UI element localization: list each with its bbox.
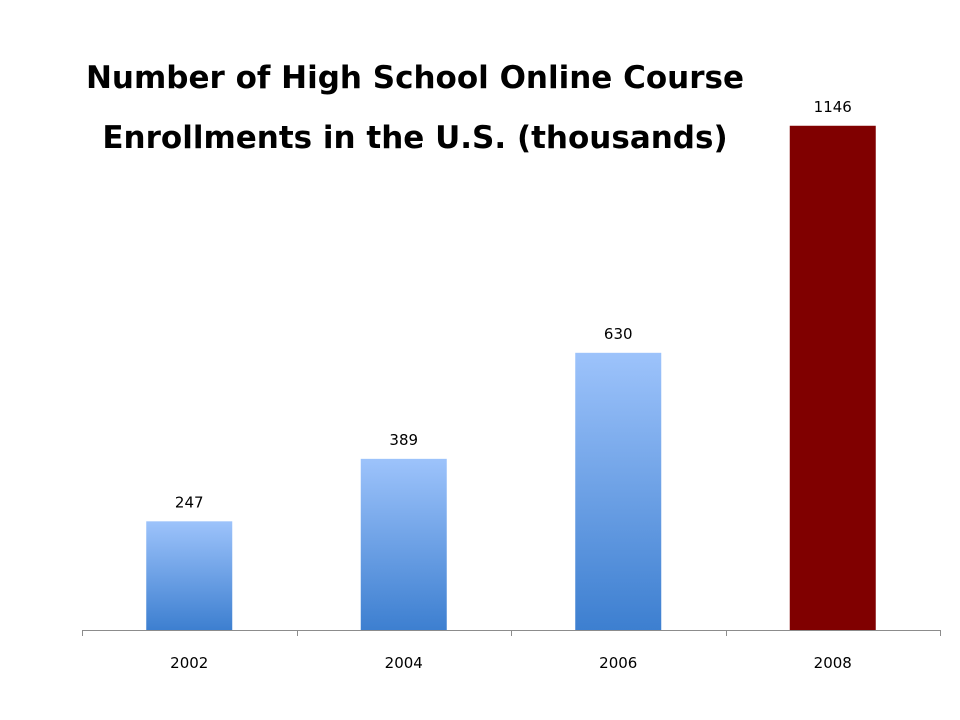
data-label-2002: 247	[175, 493, 204, 511]
data-label-2004: 389	[389, 431, 418, 449]
x-tick-label-2006: 2006	[599, 654, 637, 672]
data-label-2006: 630	[604, 325, 633, 343]
chart-title: Number of High School Online Course Enro…	[85, 60, 745, 156]
bar-2004	[360, 458, 447, 630]
x-tick-label-2002: 2002	[170, 654, 208, 672]
bar-2002	[146, 521, 233, 630]
bar-2006	[575, 352, 662, 630]
bar-2008	[789, 125, 876, 630]
data-label-2008: 1146	[814, 98, 852, 116]
x-tick-label-2008: 2008	[814, 654, 852, 672]
x-tick-label-2004: 2004	[385, 654, 423, 672]
